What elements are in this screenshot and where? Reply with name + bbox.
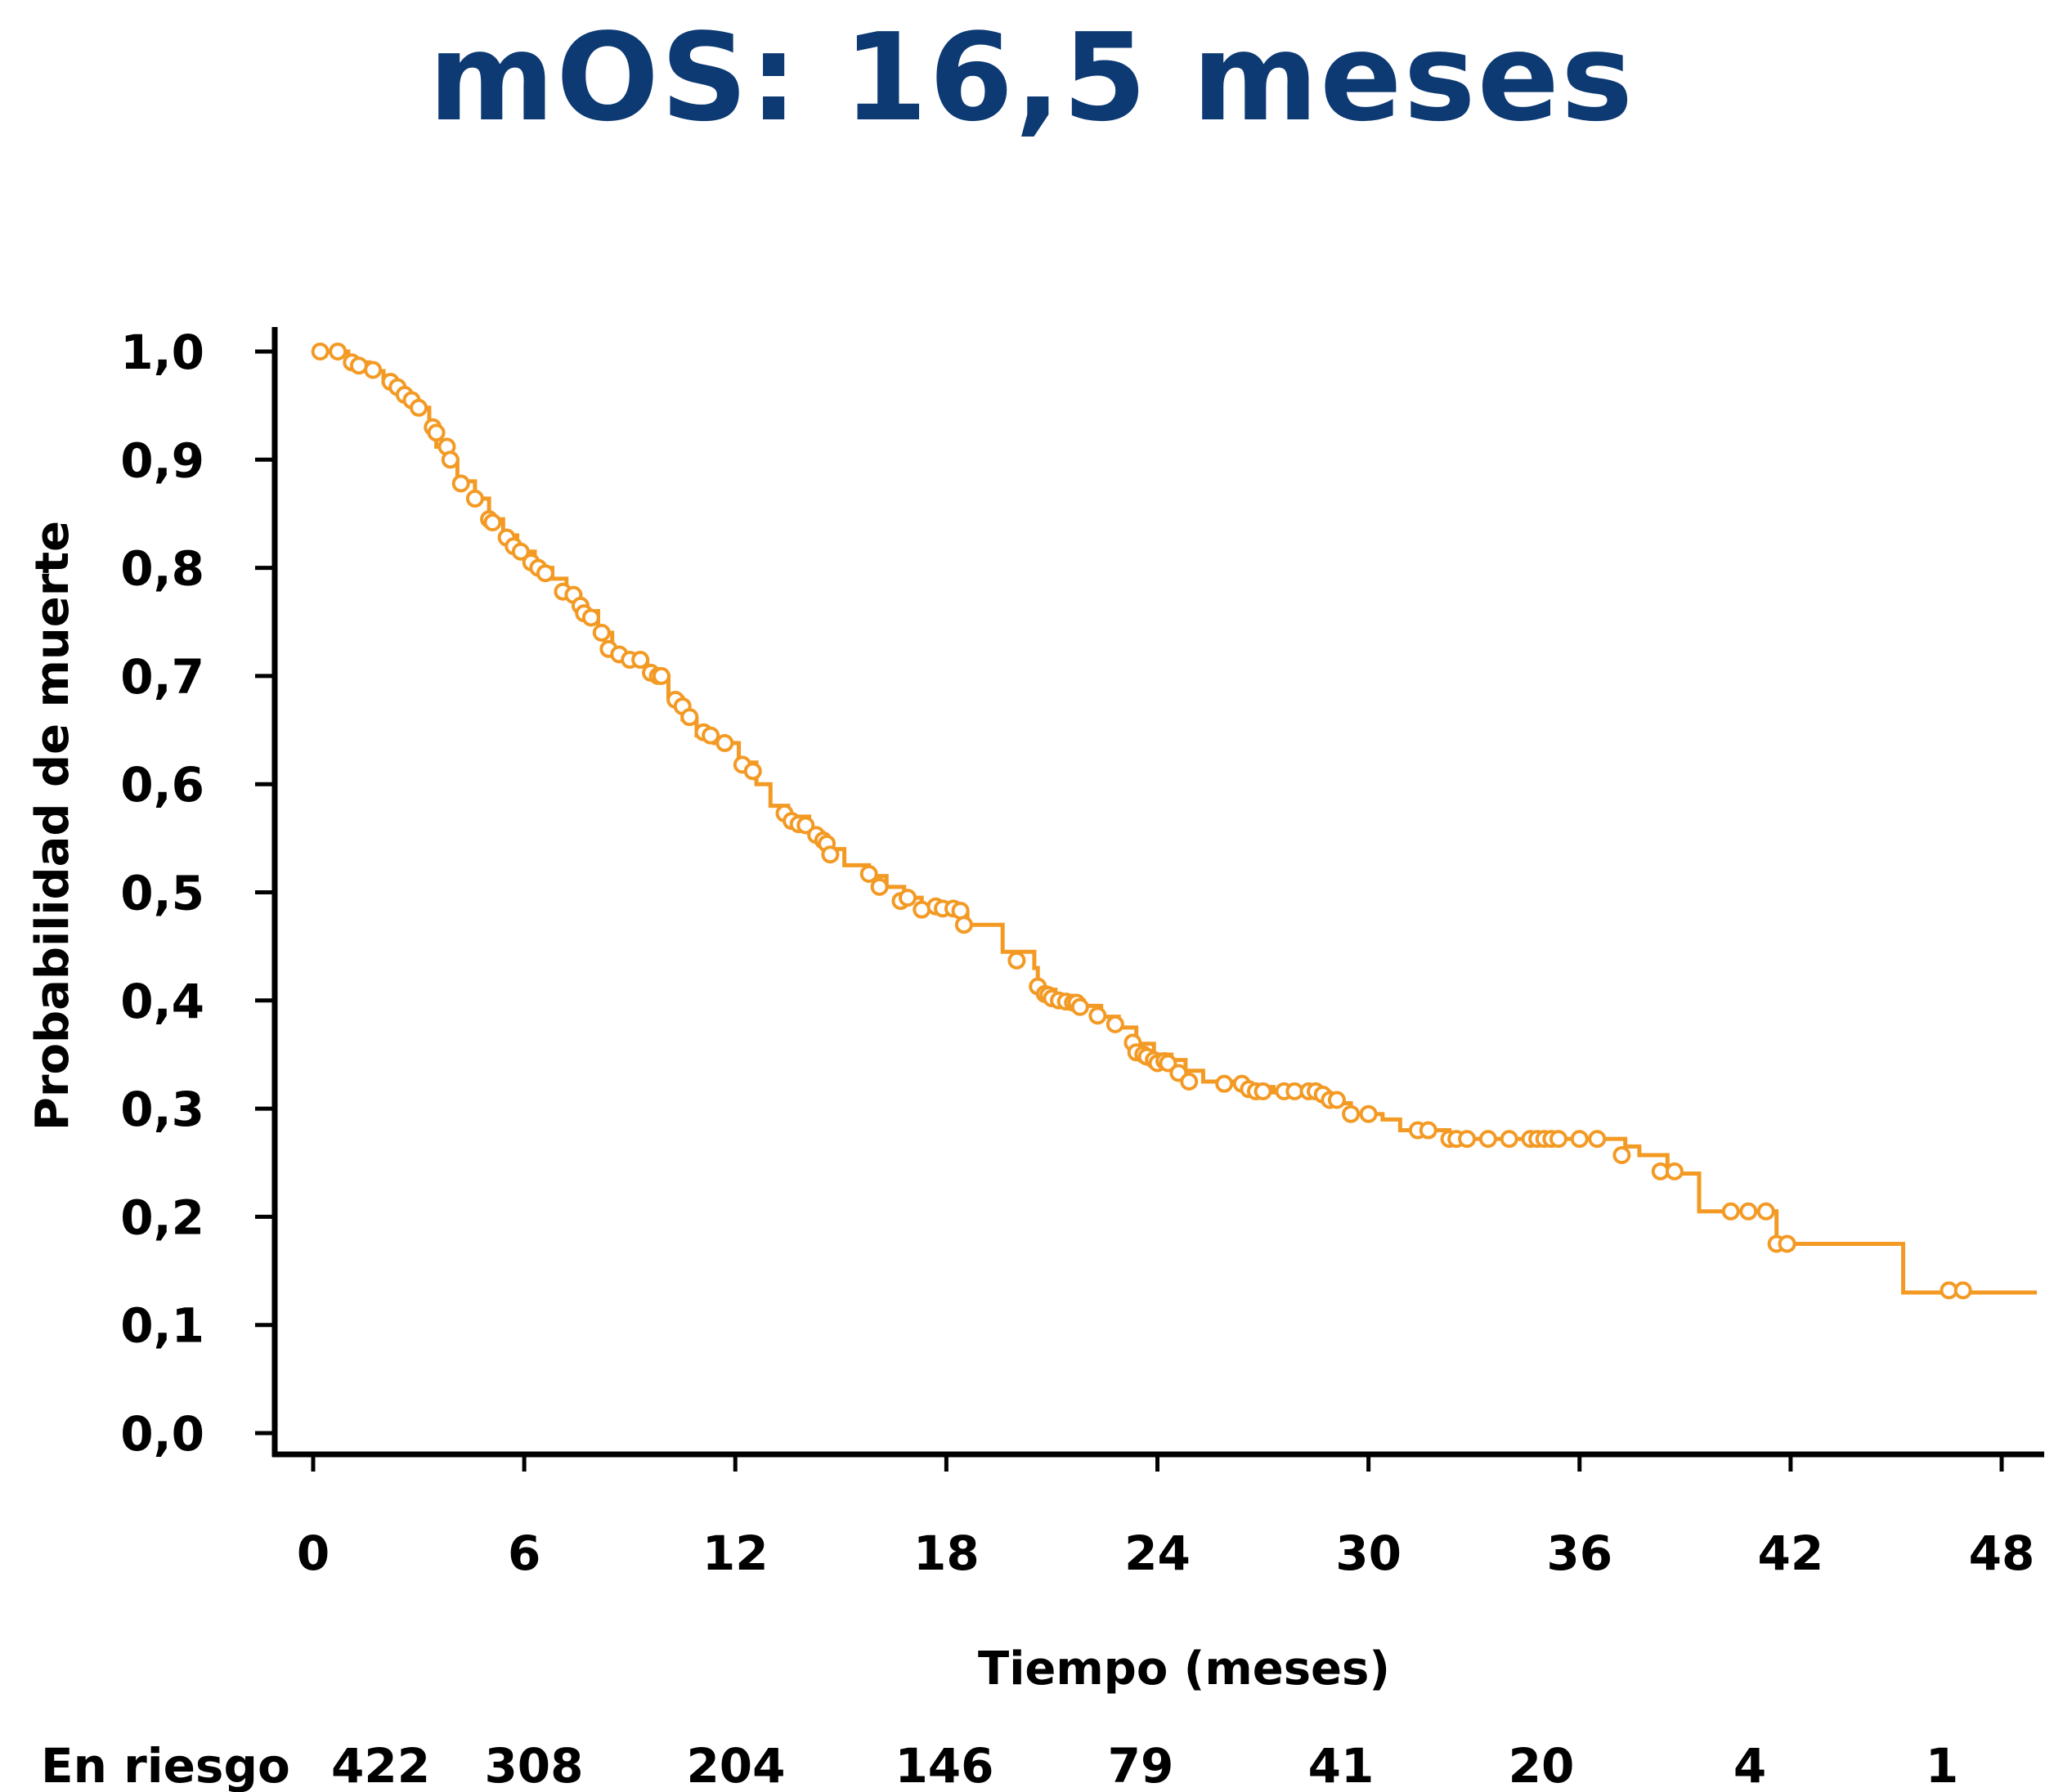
x-tick-label: 48 (1969, 1525, 2035, 1581)
survival-curve (313, 349, 2038, 1295)
censor-mark (631, 651, 650, 670)
at-risk-value: 1 (1926, 1738, 1958, 1792)
censor-mark (652, 666, 670, 685)
censor-mark (899, 889, 917, 907)
y-tick-label: 0,1 (120, 1298, 204, 1354)
y-tick-label: 0,9 (120, 432, 204, 488)
censor-mark (483, 513, 502, 532)
censor-mark (870, 877, 889, 896)
x-tick-label: 24 (1124, 1525, 1191, 1581)
censor-mark (1159, 1054, 1177, 1073)
y-tick-labels: 0,0 0,1 0,2 0,3 0,4 0,5 0,6 0,7 0,8 0,9 1,0 (120, 325, 204, 1462)
at-risk-value: 204 (686, 1738, 785, 1792)
censor-mark (311, 343, 330, 361)
at-risk-values: 422 308 204 146 79 41 20 4 1 (331, 1738, 1958, 1792)
censor-mark (954, 916, 973, 934)
censor-mark (592, 623, 611, 642)
chart-title: mOS: 16,5 meses (428, 7, 1635, 148)
censor-mark (1327, 1091, 1346, 1109)
censor-mark (1570, 1130, 1589, 1149)
at-risk-value: 422 (331, 1738, 430, 1792)
y-tick-label: 0,4 (120, 974, 204, 1029)
x-tick-label: 36 (1546, 1525, 1612, 1581)
x-tick-labels: 0 6 12 18 24 30 36 42 48 (297, 1525, 2035, 1581)
at-risk-value: 41 (1308, 1738, 1375, 1792)
censor-mark (1739, 1202, 1758, 1221)
censor-mark (821, 845, 840, 864)
y-tick-label: 0,3 (120, 1082, 204, 1137)
x-tick-label: 0 (297, 1525, 330, 1581)
censor-mark (1342, 1104, 1361, 1123)
y-axis-label: Probabilidad de muerte (26, 521, 79, 1131)
censor-mark (1070, 997, 1089, 1016)
censor-mark (465, 489, 484, 508)
censor-mark (1215, 1074, 1234, 1093)
censor-mark (1478, 1130, 1497, 1149)
censor-mark (1500, 1130, 1518, 1149)
y-tick-label: 0,0 (120, 1406, 204, 1462)
censor-mark (913, 900, 931, 919)
censor-mark (1612, 1145, 1631, 1164)
censor-mark (1778, 1234, 1796, 1253)
y-tick-label: 0,5 (120, 866, 204, 921)
at-risk-value: 146 (895, 1738, 993, 1792)
censor-mark (1549, 1130, 1567, 1149)
x-axis-label: Tiempo (meses) (978, 1642, 1390, 1696)
censor-mark (364, 361, 383, 379)
censor-mark (1419, 1121, 1437, 1140)
censor-mark (1007, 951, 1026, 970)
censor-mark (1588, 1130, 1607, 1149)
x-tick-label: 42 (1758, 1525, 1824, 1581)
censor-mark (796, 816, 815, 835)
censor-mark (1756, 1202, 1775, 1221)
censor-mark (1458, 1130, 1477, 1149)
y-tick-label: 0,7 (120, 649, 204, 705)
censor-mark (441, 450, 460, 469)
x-tick-label: 6 (508, 1525, 540, 1581)
censor-mark (715, 733, 734, 752)
at-risk-value: 308 (484, 1738, 583, 1792)
censor-mark (1359, 1104, 1378, 1123)
censor-mark (743, 762, 762, 781)
censor-mark (1088, 1006, 1107, 1025)
y-tick-label: 0,2 (120, 1189, 204, 1245)
at-risk-value: 79 (1108, 1738, 1174, 1792)
censor-mark (1105, 1015, 1124, 1033)
censor-mark (1953, 1281, 1972, 1300)
censor-mark (859, 865, 878, 884)
at-risk-value: 20 (1509, 1738, 1575, 1792)
x-tick-label: 30 (1335, 1525, 1401, 1581)
censor-mark (451, 474, 470, 493)
censor-mark (1253, 1082, 1272, 1100)
censor-mark (702, 726, 720, 745)
censor-mark (410, 398, 428, 417)
censor-mark (951, 901, 970, 920)
x-tick-label: 12 (702, 1525, 769, 1581)
censor-mark (329, 343, 348, 361)
x-tick-label: 18 (913, 1525, 980, 1581)
at-risk-label: En riesgo (41, 1738, 290, 1792)
y-tick-label: 1,0 (120, 325, 204, 380)
censor-mark (1180, 1073, 1199, 1091)
censor-mark (511, 542, 530, 561)
y-tick-label: 0,8 (120, 541, 204, 597)
censor-mark (536, 564, 554, 583)
at-risk-value: 4 (1733, 1738, 1766, 1792)
censor-mark (581, 608, 600, 627)
censor-mark (680, 708, 699, 727)
censor-mark (1721, 1202, 1740, 1221)
censor-mark (427, 423, 446, 442)
censor-mark (1665, 1162, 1684, 1180)
censor-marks (311, 343, 1972, 1300)
axis-ticks-group (255, 349, 2004, 1472)
y-tick-label: 0,6 (120, 757, 204, 813)
